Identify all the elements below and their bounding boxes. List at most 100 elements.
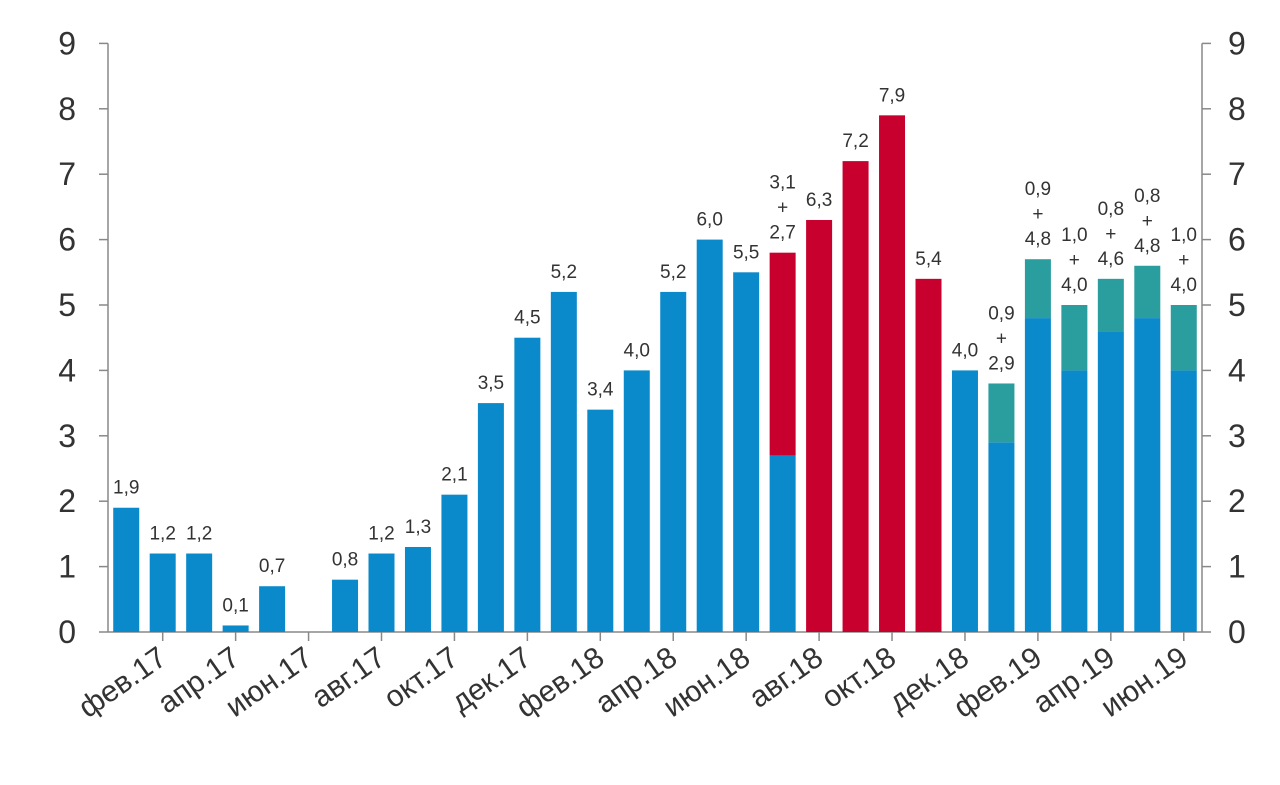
data-label: 2,1 (441, 465, 467, 486)
y-tick-label-right: 0 (1228, 614, 1246, 650)
data-label: 1,0 (1061, 225, 1087, 246)
data-label: 0,9 (988, 303, 1014, 324)
bar-blue (660, 291, 687, 632)
data-labels-group: 1,9 1,2 1,2 0,1 0,7 0,8 1,2 1,3 2,1 3,5 4,5 5,2 3,4 4… (113, 85, 1197, 616)
data-label: 4,0 (952, 340, 978, 361)
bar-blue (368, 553, 395, 632)
data-label: 7,9 (879, 85, 905, 106)
bar-blue (404, 546, 431, 632)
y-tick-label-right: 6 (1228, 222, 1246, 258)
data-label: + (1142, 211, 1153, 232)
x-tick-label: окт.17 (378, 641, 464, 715)
bars-group (113, 115, 1197, 633)
bar-blue (988, 442, 1015, 632)
bar-teal (988, 383, 1015, 443)
bar-blue (514, 337, 541, 632)
data-label: 4,0 (1171, 275, 1197, 296)
data-label: 5,2 (551, 262, 577, 283)
y-tick-label-right: 1 (1228, 549, 1246, 585)
y-tick-label-left: 7 (58, 156, 76, 192)
bar-blue (441, 494, 468, 632)
y-tick-label-right: 3 (1228, 418, 1246, 454)
data-label: + (1105, 224, 1116, 245)
y-tick-label-left: 0 (58, 614, 76, 650)
bar-blue (951, 370, 978, 632)
y-tick-label-left: 2 (58, 483, 76, 519)
data-label: 0,8 (332, 550, 358, 571)
y-axis-left: 0 1 2 3 4 5 6 7 8 9 (58, 25, 109, 650)
data-label: 0,8 (1098, 199, 1124, 220)
data-label: + (1032, 204, 1043, 225)
x-axis: фев.17апр.17июн.17авг.17окт.17дек.17фев.… (73, 631, 1202, 725)
data-label: 4,8 (1134, 236, 1160, 257)
data-label: + (996, 328, 1007, 349)
bar-blue (1170, 370, 1197, 632)
data-label: 4,8 (1025, 229, 1051, 250)
bar-red (879, 115, 906, 633)
bar-blue (587, 409, 614, 632)
bar-blue (1024, 318, 1051, 632)
bar-blue (696, 239, 723, 632)
y-tick-label-right: 2 (1228, 483, 1246, 519)
bar-blue (186, 553, 213, 632)
data-label: 0,8 (1134, 186, 1160, 207)
y-tick-label-left: 1 (58, 549, 76, 585)
data-label: 5,2 (660, 262, 686, 283)
bar-blue (550, 291, 577, 632)
data-label: 2,7 (769, 223, 795, 244)
y-axis-right: 0 1 2 3 4 5 6 7 8 9 (1201, 25, 1246, 650)
data-label: 1,2 (186, 524, 212, 545)
bar-blue (1061, 370, 1088, 632)
x-tick-label: авг.18 (743, 641, 829, 715)
data-label: 5,4 (915, 249, 942, 270)
data-label: 1,2 (149, 524, 175, 545)
bar-red (806, 219, 833, 633)
data-label: 4,6 (1098, 249, 1124, 270)
bar-blue (149, 553, 176, 632)
data-label: 3,1 (769, 173, 795, 194)
y-tick-label-left: 4 (58, 352, 76, 388)
data-label: 2,9 (988, 353, 1014, 374)
bar-blue (259, 586, 286, 632)
bar-blue (1097, 331, 1124, 632)
y-tick-label-right: 8 (1228, 91, 1246, 127)
data-label: 0,1 (222, 595, 248, 616)
data-label: 6,3 (806, 190, 832, 211)
bar-blue (332, 579, 359, 632)
y-tick-label-left: 6 (58, 222, 76, 258)
data-label: 5,5 (733, 242, 759, 263)
data-label: + (1069, 250, 1080, 271)
y-tick-label-left: 3 (58, 418, 76, 454)
x-tick-label: авг.17 (306, 641, 392, 715)
bar-teal (1170, 305, 1197, 371)
bar-blue (113, 507, 140, 632)
y-tick-label-right: 5 (1228, 287, 1246, 323)
bar-red (842, 161, 869, 632)
data-label: 0,7 (259, 556, 285, 577)
data-label: + (777, 198, 788, 219)
x-tick-label: фев.17 (73, 641, 173, 725)
bar-red (915, 278, 942, 632)
data-label: 3,4 (587, 380, 614, 401)
y-tick-label-right: 7 (1228, 156, 1246, 192)
bar-teal (1061, 305, 1088, 371)
data-label: 6,0 (696, 210, 722, 231)
bar-blue (623, 370, 650, 632)
y-tick-label-right: 4 (1228, 352, 1246, 388)
data-label: 3,5 (478, 373, 504, 394)
bar-red (769, 252, 796, 456)
bar-blue (477, 403, 504, 632)
y-tick-label-left: 8 (58, 91, 76, 127)
bar-blue (769, 455, 796, 632)
data-label: 4,0 (624, 340, 650, 361)
bar-teal (1134, 265, 1161, 319)
data-label: 1,9 (113, 478, 139, 499)
data-label: 1,3 (405, 517, 431, 538)
bar-blue (222, 625, 249, 632)
data-label: 4,5 (514, 308, 540, 329)
data-label: 4,0 (1061, 275, 1087, 296)
data-label: 1,2 (368, 524, 394, 545)
y-tick-label-right: 9 (1228, 25, 1246, 61)
y-tick-label-left: 5 (58, 287, 76, 323)
